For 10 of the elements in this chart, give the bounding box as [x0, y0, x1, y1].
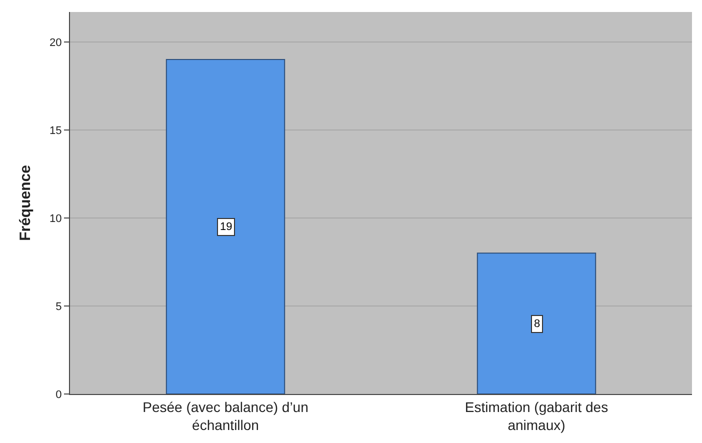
- y-axis-title: Fréquence: [16, 165, 34, 241]
- y-tick-label: 20: [50, 36, 62, 49]
- data-label: 19: [220, 221, 232, 233]
- x-tick-label: Pesée (avec balance) d’un échantillon: [142, 398, 308, 433]
- y-tick-label: 5: [56, 300, 62, 313]
- data-label: 8: [534, 318, 540, 330]
- y-tick-label: 15: [50, 124, 62, 137]
- y-tick-label: 10: [50, 212, 62, 225]
- y-tick-label: 0: [56, 388, 62, 401]
- x-tick-label: Estimation (gabarit des animaux): [464, 398, 608, 433]
